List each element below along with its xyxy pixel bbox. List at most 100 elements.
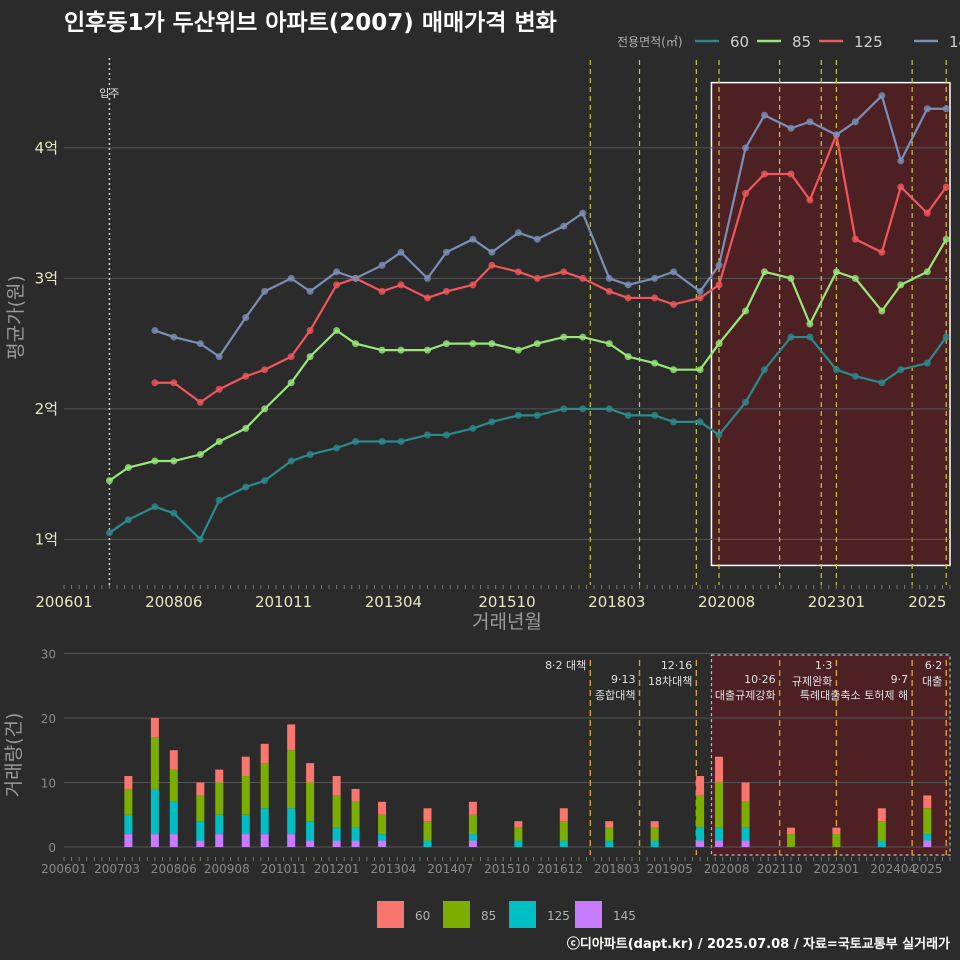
volume-bar-145 — [169, 834, 178, 847]
volume-bar-60 — [514, 821, 523, 828]
volume-bar-125 — [696, 827, 705, 841]
volume-bar-145 — [923, 840, 932, 847]
volume-bar-60 — [241, 756, 250, 777]
x-axis-title: 거래년월 — [472, 611, 542, 633]
volume-x-tick-label: 200908 — [204, 862, 250, 876]
volume-bar-125 — [215, 814, 224, 835]
volume-bar-145 — [306, 840, 315, 847]
event-date-label: 6·2 — [925, 659, 943, 672]
volume-bar-85 — [124, 788, 133, 815]
volume-bar-85 — [306, 782, 315, 822]
volume-bar-145 — [715, 840, 724, 847]
volume-bar-60 — [332, 776, 341, 796]
volume-bar-85 — [423, 821, 432, 841]
y-tick-label: 4억 — [35, 139, 58, 157]
legend-title: 전용면적(㎡) — [617, 35, 683, 49]
volume-bar-125 — [260, 808, 269, 835]
volume-bar-60 — [605, 821, 614, 828]
volume-bar-60 — [196, 782, 205, 796]
volume-y-tick-label: 20 — [41, 712, 56, 726]
volume-x-tick-label: 201803 — [594, 862, 640, 876]
volume-legend-label-60: 60 — [415, 909, 430, 923]
volume-bar-85 — [832, 834, 841, 847]
volume-bar-125 — [124, 814, 133, 835]
volume-bar-125 — [468, 834, 477, 841]
volume-x-tick-label: 201304 — [371, 862, 417, 876]
volume-bar-125 — [287, 808, 296, 835]
x-tick-label: 202008 — [698, 593, 755, 611]
x-tick-label: 200601 — [35, 593, 92, 611]
series-line-125 — [154, 130, 948, 404]
volume-bar-125 — [650, 840, 659, 847]
volume-bar-85 — [260, 763, 269, 809]
legend-label-125: 125 — [854, 33, 883, 51]
event-desc-label: 대출 — [922, 675, 942, 688]
volume-y-tick-label: 10 — [41, 776, 56, 790]
legend-label-60: 60 — [730, 33, 749, 51]
volume-bar-85 — [877, 821, 886, 841]
volume-x-tick-label: 201201 — [314, 862, 360, 876]
legend-label-85: 85 — [792, 33, 811, 51]
volume-bar-85 — [650, 827, 659, 841]
volume-bar-85 — [215, 782, 224, 815]
volume-bar-60 — [260, 743, 269, 764]
volume-bar-145 — [696, 840, 705, 847]
volume-bar-145 — [378, 840, 387, 847]
volume-bar-60 — [423, 808, 432, 822]
volume-bar-85 — [287, 750, 296, 809]
event-desc-label: 특례대출축소 토허제 해 — [800, 688, 908, 702]
volume-x-tick-label: 202110 — [757, 862, 803, 876]
volume-bar-85 — [715, 782, 724, 828]
volume-legend-label-125: 125 — [547, 909, 570, 923]
y-tick-label: 2억 — [35, 400, 58, 418]
event-desc-label: 종합대책 — [595, 689, 635, 702]
volume-bar-85 — [514, 827, 523, 841]
volume-bar-125 — [378, 834, 387, 841]
volume-bar-60 — [715, 756, 724, 783]
volume-bar-60 — [215, 769, 224, 783]
volume-x-tick-label: 201011 — [261, 862, 307, 876]
volume-bar-60 — [832, 827, 841, 835]
volume-bar-85 — [786, 834, 795, 847]
volume-bar-60 — [124, 776, 133, 789]
volume-bar-145 — [150, 834, 159, 847]
event-desc-label: 대출규제강화 — [715, 689, 776, 702]
x-tick-label: 201011 — [255, 593, 312, 611]
volume-bar-60 — [169, 750, 178, 770]
volume-bar-85 — [741, 801, 750, 828]
volume-x-tick-label: 200806 — [151, 862, 197, 876]
volume-bar-125 — [196, 821, 205, 841]
volume-bar-125 — [715, 827, 724, 841]
x-tick-label: 2025 — [908, 593, 946, 611]
volume-bar-125 — [351, 827, 360, 841]
volume-bar-60 — [287, 724, 296, 751]
volume-legend-label-145: 145 — [613, 909, 636, 923]
x-tick-label: 201510 — [478, 593, 535, 611]
series-line-145 — [154, 93, 947, 359]
volume-bar-85 — [351, 801, 360, 828]
volume-panel: 0 10 20 30 200601 200703 200806 200908 201011 201… — [3, 647, 951, 928]
volume-bar-60 — [559, 808, 568, 822]
volume-bar-125 — [559, 840, 568, 847]
volume-bar-125 — [241, 814, 250, 835]
volume-bar-145 — [468, 840, 477, 847]
volume-legend-swatch-145 — [575, 901, 602, 928]
volume-bar-85 — [196, 795, 205, 822]
volume-bar-145 — [124, 834, 133, 847]
x-tick-label: 202301 — [808, 593, 865, 611]
series-line-60 — [108, 335, 948, 542]
volume-bar-125 — [332, 827, 341, 841]
volume-bar-60 — [650, 821, 659, 828]
volume-bar-85 — [169, 769, 178, 802]
volume-bar-60 — [786, 827, 795, 835]
legend-label-145: 145 — [949, 33, 960, 51]
volume-x-tick-label: 200703 — [94, 862, 140, 876]
volume-bar-125 — [741, 827, 750, 841]
volume-bar-125 — [605, 840, 614, 847]
volume-x-tick-label: 200601 — [41, 862, 87, 876]
volume-bar-145 — [215, 834, 224, 847]
volume-bar-125 — [150, 788, 159, 835]
volume-bar-60 — [877, 808, 886, 822]
volume-bar-125 — [306, 821, 315, 841]
volume-bar-145 — [241, 834, 250, 847]
